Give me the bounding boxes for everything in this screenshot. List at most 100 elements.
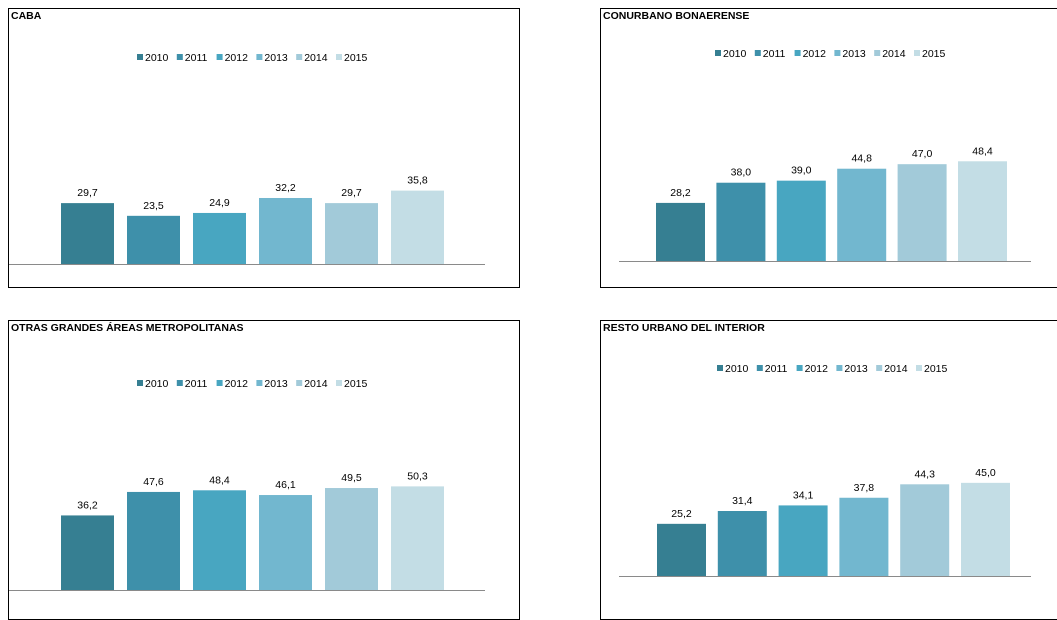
data-label: 48,4 <box>209 474 230 486</box>
legend-swatch <box>176 54 183 60</box>
legend-label: 2013 <box>264 52 288 64</box>
bar-chart-conurbano: 2010 2011 2012 2013 2014 2015 28,2 38,0 39,0 44,8… <box>619 48 1031 262</box>
bar-2010 <box>61 203 114 264</box>
chart-title: RESTO URBANO DEL INTERIOR <box>603 322 765 334</box>
legend-swatch <box>836 365 843 371</box>
legend-label: 2012 <box>803 48 827 60</box>
legend-swatch <box>717 365 723 371</box>
data-label: 25,2 <box>671 508 692 520</box>
data-label: 50,3 <box>407 470 428 482</box>
bar-2013 <box>259 495 312 590</box>
legend-swatch <box>296 54 303 60</box>
legend-label: 2015 <box>924 363 948 375</box>
legend-label: 2012 <box>225 52 249 64</box>
legend: 2010 2011 2012 2013 2014 2015 <box>137 52 368 64</box>
legend-label: 2014 <box>884 363 908 375</box>
bar-2012 <box>193 490 246 590</box>
data-label: 38,0 <box>731 167 752 179</box>
chart-panel-otras-grandes-areas: OTRAS GRANDES ÁREAS METROPOLITANAS 2010 2… <box>8 320 520 620</box>
bar-2015 <box>391 486 444 590</box>
data-label: 28,2 <box>670 187 691 199</box>
chart-title: CONURBANO BONAERENSE <box>603 10 750 22</box>
legend-swatch <box>256 54 263 60</box>
bar-2010 <box>656 202 705 261</box>
bar-2013 <box>839 497 889 576</box>
legend-label: 2014 <box>882 48 906 60</box>
data-label: 34,1 <box>793 489 814 501</box>
legend-swatch <box>176 380 183 386</box>
legend: 2010 2011 2012 2013 2014 2015 <box>717 363 948 375</box>
legend-swatch <box>715 50 721 56</box>
data-label: 23,5 <box>143 200 164 212</box>
bar-2011 <box>717 511 767 576</box>
legend-label: 2011 <box>765 363 788 375</box>
data-label: 29,7 <box>341 187 362 199</box>
legend-swatch <box>336 380 342 386</box>
chart-panel-resto-urbano: RESTO URBANO DEL INTERIOR 2010 2011 2012 20… <box>600 320 1057 620</box>
legend-label: 2010 <box>725 363 749 375</box>
data-label: 45,0 <box>975 467 996 479</box>
chart-panel-caba: CABA 2010 2011 2012 2013 2014 2015 29,7 23,5 24,… <box>8 8 520 288</box>
legend-label: 2015 <box>922 48 946 60</box>
legend-label: 2015 <box>344 378 368 390</box>
legend-label: 2011 <box>185 378 208 390</box>
data-label: 47,0 <box>912 148 933 160</box>
bar-chart-resto-urbano: 2010 2011 2012 2013 2014 2015 25,2 31,4 34,1 37,8… <box>619 363 1031 577</box>
bar-2014 <box>325 488 378 590</box>
legend-label: 2013 <box>842 48 866 60</box>
data-label: 37,8 <box>854 482 875 494</box>
data-label: 44,3 <box>914 468 935 480</box>
data-label: 29,7 <box>77 187 98 199</box>
legend-label: 2011 <box>763 48 786 60</box>
data-label: 36,2 <box>77 499 98 511</box>
legend-swatch <box>834 50 841 56</box>
legend-label: 2014 <box>304 52 328 64</box>
bar-2014 <box>900 484 950 576</box>
bar-2013 <box>259 197 312 264</box>
legend-swatch <box>216 54 223 60</box>
bar-chart-caba: 2010 2011 2012 2013 2014 2015 29,7 23,5 24,9 32,2… <box>9 52 485 265</box>
data-label: 48,4 <box>972 145 993 157</box>
bar-2012 <box>193 212 246 264</box>
bar-2014 <box>897 164 947 261</box>
data-label: 47,6 <box>143 476 164 488</box>
legend: 2010 2011 2012 2013 2014 2015 <box>715 48 946 60</box>
legend-label: 2011 <box>185 52 208 64</box>
legend-swatch <box>754 50 761 56</box>
legend-label: 2013 <box>844 363 868 375</box>
data-label: 49,5 <box>341 472 362 484</box>
bar-2012 <box>776 180 826 261</box>
data-label: 32,2 <box>275 182 296 194</box>
bar-chart-otras-grandes-areas: 2010 2011 2012 2013 2014 2015 36,2 47,6 48,4 46,1… <box>9 378 485 591</box>
legend-swatch <box>216 380 223 386</box>
legend-label: 2012 <box>225 378 249 390</box>
data-label: 35,8 <box>407 175 428 187</box>
legend-swatch <box>336 54 342 60</box>
legend-swatch <box>874 50 881 56</box>
bar-2011 <box>127 491 180 590</box>
legend-swatch <box>137 380 143 386</box>
legend-swatch <box>296 380 303 386</box>
data-label: 44,8 <box>851 153 872 165</box>
data-label: 46,1 <box>275 479 296 491</box>
chart-title: CABA <box>11 10 42 22</box>
legend-swatch <box>876 365 883 371</box>
legend-label: 2010 <box>145 52 169 64</box>
legend-label: 2015 <box>344 52 368 64</box>
legend-swatch <box>756 365 763 371</box>
bar-2010 <box>61 515 114 590</box>
chart-title: OTRAS GRANDES ÁREAS METROPOLITANAS <box>11 322 244 334</box>
bar-2012 <box>778 505 828 576</box>
legend-swatch <box>914 50 920 56</box>
bar-2010 <box>657 523 706 576</box>
bar-2015 <box>391 190 444 264</box>
legend-label: 2010 <box>145 378 169 390</box>
bar-2011 <box>127 215 180 264</box>
bar-2015 <box>958 161 1007 261</box>
legend-label: 2010 <box>723 48 747 60</box>
legend-swatch <box>256 380 263 386</box>
data-label: 24,9 <box>209 197 230 209</box>
legend-label: 2014 <box>304 378 328 390</box>
legend-swatch <box>796 365 803 371</box>
legend-label: 2012 <box>805 363 829 375</box>
